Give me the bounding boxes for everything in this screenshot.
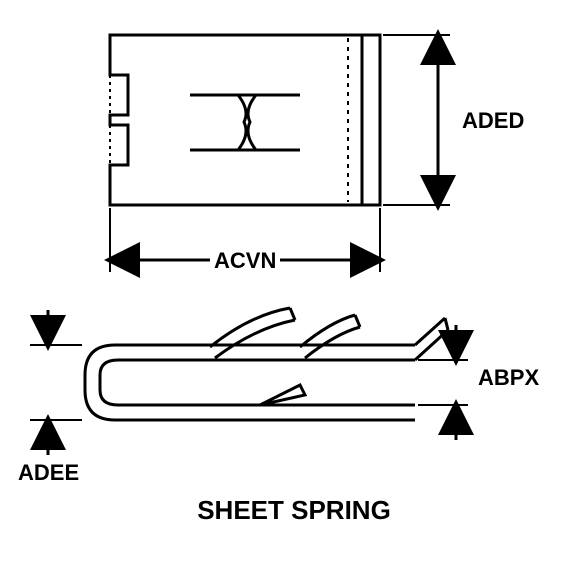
sheet-spring-diagram: ADED ACVN ABPX ADEE SHEET SPRING [0,0,588,560]
label-adee: ADEE [18,460,79,486]
diagram-svg [0,0,588,560]
label-abpx: ABPX [478,365,539,391]
label-acvn: ACVN [210,248,280,274]
top-view [110,35,380,205]
side-view [85,308,448,420]
dimension-aded [383,35,450,205]
diagram-title: SHEET SPRING [0,495,588,526]
dimension-abpx [418,325,468,440]
label-aded: ADED [462,108,524,134]
dimension-adee [30,310,82,455]
